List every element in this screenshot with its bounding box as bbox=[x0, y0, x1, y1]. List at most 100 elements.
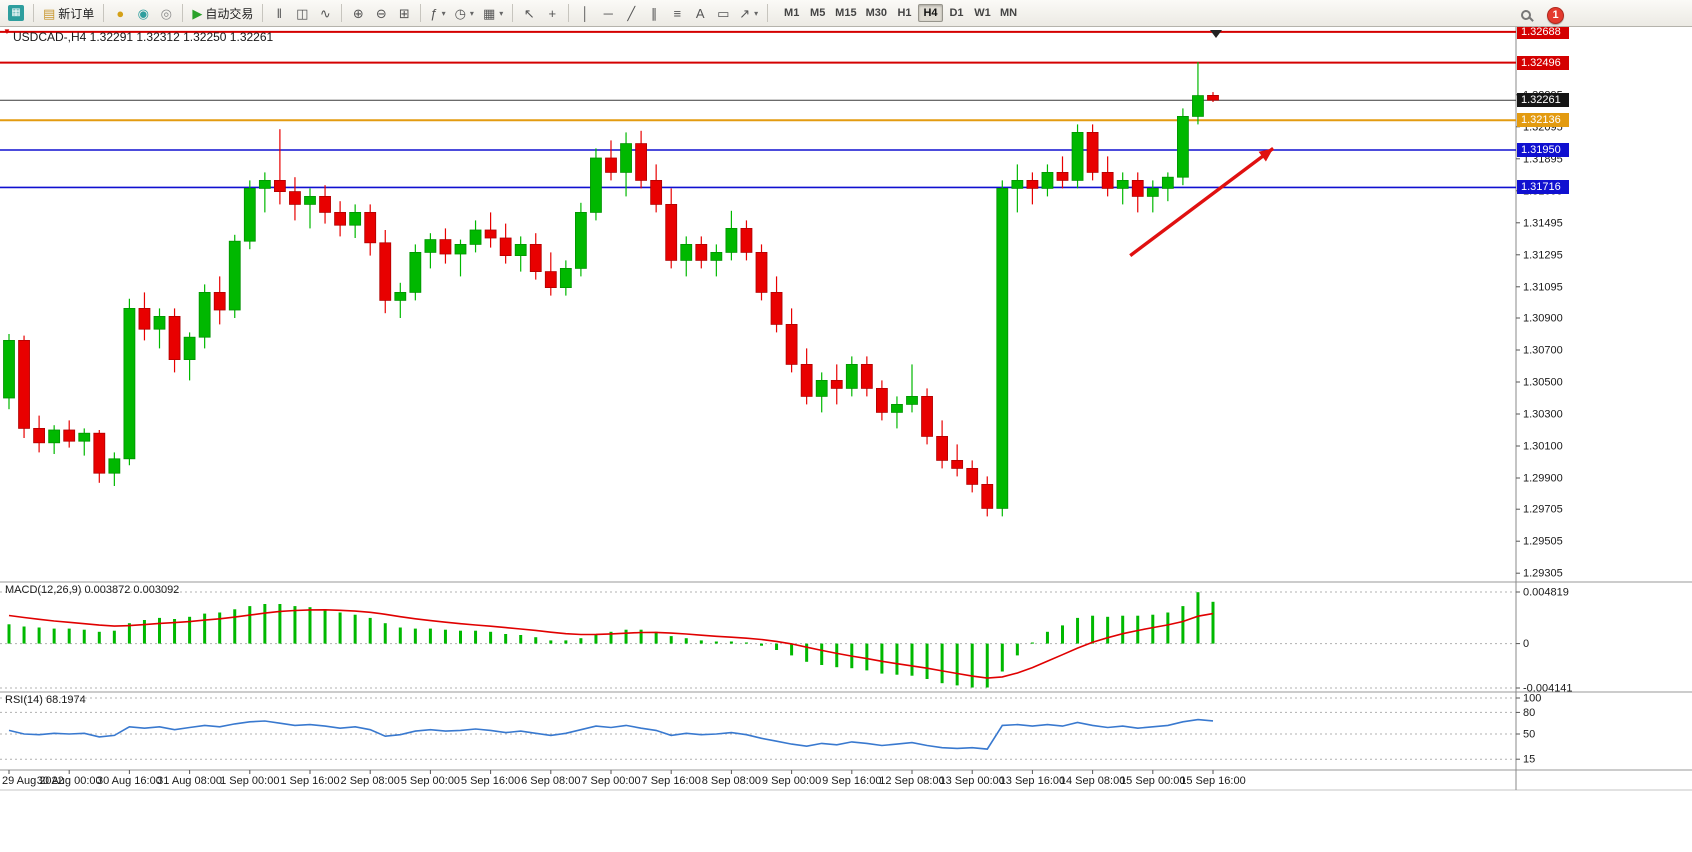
tile-windows-icon[interactable]: ⊞ bbox=[393, 2, 415, 24]
tile-windows-icon: ⊞ bbox=[398, 5, 410, 21]
svg-text:15 Sep 16:00: 15 Sep 16:00 bbox=[1180, 775, 1245, 787]
notification-badge[interactable]: 1 bbox=[1547, 6, 1564, 24]
macd-name: MACD(12,26,9) bbox=[5, 584, 82, 596]
text-label-icon[interactable]: ▭ bbox=[712, 2, 734, 24]
line-flag-icon: ▼ bbox=[3, 27, 11, 36]
new-order-button[interactable]: ▤ 新订单 bbox=[39, 2, 98, 24]
timeframe-m15[interactable]: M15 bbox=[835, 7, 857, 19]
trendline-icon: ╱ bbox=[627, 5, 636, 21]
vertical-line-icon: │ bbox=[581, 5, 590, 21]
crosshair-icon: + bbox=[548, 5, 557, 21]
svg-text:8 Sep 08:00: 8 Sep 08:00 bbox=[702, 775, 761, 787]
toolbar-separator bbox=[420, 4, 422, 22]
timeframe-m30[interactable]: M30 bbox=[865, 7, 887, 19]
macd-label: MACD(12,26,9) 0.003872 0.003092 bbox=[5, 584, 179, 596]
svg-text:1.30900: 1.30900 bbox=[1523, 313, 1563, 325]
candlestick-chart-icon: ◫ bbox=[296, 5, 309, 21]
svg-text:1.29305: 1.29305 bbox=[1523, 568, 1563, 580]
timeframe-group: M1 M5 M15 M30 H1 H4 D1 W1 MN bbox=[779, 4, 1021, 22]
svg-text:1.29505: 1.29505 bbox=[1523, 536, 1563, 548]
toolbar-right-group: 1 bbox=[1515, 4, 1564, 26]
arrow-tools-icon: ↗ bbox=[739, 5, 751, 21]
svg-text:2 Sep 08:00: 2 Sep 08:00 bbox=[341, 775, 400, 787]
svg-text:1.30100: 1.30100 bbox=[1523, 441, 1563, 453]
horizontal-line-icon: ─ bbox=[603, 5, 613, 21]
svg-text:0.004819: 0.004819 bbox=[1523, 587, 1569, 599]
search-icon[interactable] bbox=[1515, 4, 1537, 26]
svg-text:29 Aug 2022: 29 Aug 2022 bbox=[2, 775, 64, 787]
community-icon[interactable]: ◎ bbox=[155, 2, 177, 24]
horizontal-line-objects[interactable] bbox=[0, 30, 1516, 189]
signals-icon[interactable]: ◉ bbox=[132, 2, 154, 24]
svg-text:30 Aug 16:00: 30 Aug 16:00 bbox=[97, 775, 162, 787]
bar-chart-icon[interactable]: ‖ bbox=[268, 2, 290, 24]
price-badge: 1.32136 bbox=[1517, 113, 1569, 127]
cursor-icon[interactable]: ↖ bbox=[518, 2, 540, 24]
svg-text:12 Sep 08:00: 12 Sep 08:00 bbox=[879, 775, 944, 787]
price-badge: 1.32496 bbox=[1517, 56, 1569, 70]
zoom-out-icon[interactable]: ⊖ bbox=[370, 2, 392, 24]
equidistant-channel-icon[interactable]: ∥ bbox=[643, 2, 665, 24]
svg-text:1.31095: 1.31095 bbox=[1523, 281, 1563, 293]
line-chart-icon[interactable]: ∿ bbox=[314, 2, 336, 24]
svg-text:7 Sep 00:00: 7 Sep 00:00 bbox=[581, 775, 640, 787]
caret-down-icon: ▾ bbox=[754, 8, 759, 18]
timeframe-d1[interactable]: D1 bbox=[949, 7, 964, 19]
zoom-in-icon[interactable]: ⊕ bbox=[347, 2, 369, 24]
svg-text:9 Sep 00:00: 9 Sep 00:00 bbox=[762, 775, 821, 787]
svg-text:6 Sep 08:00: 6 Sep 08:00 bbox=[521, 775, 580, 787]
candlestick-chart-icon[interactable]: ◫ bbox=[291, 2, 313, 24]
vertical-line-icon[interactable]: │ bbox=[574, 2, 596, 24]
toolbar-separator bbox=[262, 4, 264, 22]
price-axis[interactable]: 1.322951.320951.318951.316951.314951.312… bbox=[1516, 89, 1563, 580]
symbol-info-label: USDCAD-,H4 1.32291 1.32312 1.32250 1.322… bbox=[13, 30, 274, 44]
timeframe-mn[interactable]: MN bbox=[999, 7, 1018, 19]
equidistant-channel-icon: ∥ bbox=[651, 5, 658, 21]
trendline-icon[interactable]: ╱ bbox=[620, 2, 642, 24]
text-icon[interactable]: A bbox=[689, 2, 711, 24]
autotrade-button[interactable]: ▶ 自动交易 bbox=[188, 2, 257, 24]
market-coin-icon: ● bbox=[116, 5, 125, 21]
toolbar: ▦ ▤ 新订单 ● ◉ ◎ ▶ 自动交易 ‖ ◫ ∿ ⊕ ⊖ ⊞ ƒ ▾ ◷ ▾ ▦ ▾ ↖ + │ ─ ╱ ∥ ≡ A ▭ ↗ ▾ M1 M… bbox=[0, 0, 1692, 27]
svg-text:1.30300: 1.30300 bbox=[1523, 409, 1563, 421]
timeframe-m1[interactable]: M1 bbox=[784, 7, 800, 19]
arrow-tools-icon[interactable]: ↗ ▾ bbox=[735, 2, 762, 24]
svg-text:7 Sep 16:00: 7 Sep 16:00 bbox=[642, 775, 701, 787]
svg-text:1.29705: 1.29705 bbox=[1523, 504, 1563, 516]
periods-icon[interactable]: ◷ ▾ bbox=[451, 2, 478, 24]
shift-marker-icon bbox=[1210, 30, 1222, 38]
toolbar-separator bbox=[568, 4, 570, 22]
autotrade-button-label: 自动交易 bbox=[205, 6, 254, 21]
chart-window-icon[interactable]: ▦ bbox=[4, 2, 28, 24]
templates-icon[interactable]: ▦ ▾ bbox=[479, 2, 507, 24]
svg-text:1.30500: 1.30500 bbox=[1523, 377, 1563, 389]
periods-icon: ◷ bbox=[454, 5, 466, 21]
fibonacci-icon[interactable]: ≡ bbox=[666, 2, 688, 24]
svg-text:1.29900: 1.29900 bbox=[1523, 473, 1563, 485]
svg-text:-0.004141: -0.004141 bbox=[1523, 683, 1573, 695]
price-badge: 1.31716 bbox=[1517, 180, 1569, 194]
autotrade-icon: ▶ bbox=[192, 5, 203, 21]
toolbar-separator bbox=[103, 4, 105, 22]
indicators-icon[interactable]: ƒ ▾ bbox=[426, 2, 449, 24]
new-order-button-label: 新订单 bbox=[58, 6, 95, 21]
templates-icon: ▦ bbox=[482, 5, 496, 21]
candlestick-series bbox=[3, 62, 1219, 517]
timeframe-m5[interactable]: M5 bbox=[810, 7, 826, 19]
timeframe-h1[interactable]: H1 bbox=[897, 7, 912, 19]
text-label-icon: ▭ bbox=[717, 5, 730, 21]
crosshair-icon[interactable]: + bbox=[541, 2, 563, 24]
macd-signal-line bbox=[8, 608, 1214, 679]
timeframe-w1[interactable]: W1 bbox=[974, 7, 991, 19]
rsi-value: 68.1974 bbox=[45, 694, 86, 706]
zoom-in-icon: ⊕ bbox=[352, 5, 364, 21]
timeframe-h4[interactable]: H4 bbox=[917, 4, 943, 22]
toolbar-separator bbox=[341, 4, 343, 22]
trend-arrow[interactable] bbox=[1129, 147, 1275, 257]
market-coin-icon[interactable]: ● bbox=[109, 2, 131, 24]
horizontal-line-icon[interactable]: ─ bbox=[597, 2, 619, 24]
price-badge: 1.32688 bbox=[1517, 25, 1569, 39]
